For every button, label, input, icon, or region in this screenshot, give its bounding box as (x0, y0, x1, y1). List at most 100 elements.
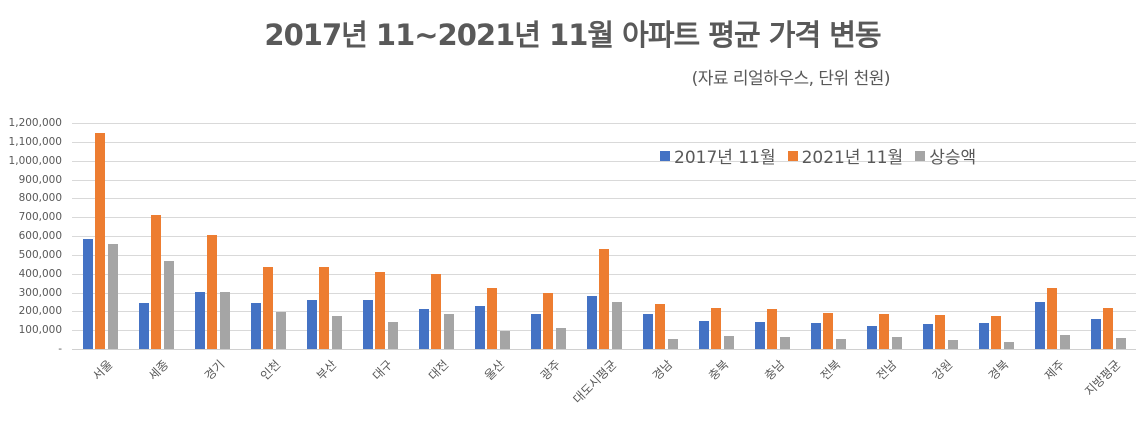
gridline (72, 160, 1136, 162)
bar (1003, 342, 1014, 349)
y-tick-label: 1,100,000 (8, 135, 62, 148)
gridline (72, 123, 1136, 124)
bar (586, 295, 597, 349)
bar (599, 248, 609, 349)
x-tick-label: 울산 (481, 357, 508, 383)
chart-subtitle: (자료 리얼하우스, 단위 천원) (691, 69, 891, 89)
x-tick-label: 전남 (873, 357, 900, 383)
bar (611, 301, 622, 349)
bar (978, 322, 989, 349)
bar (642, 313, 653, 349)
x-tick-label: 경북 (985, 357, 1012, 383)
bar (835, 339, 846, 349)
gridline (72, 217, 1136, 219)
bar (991, 315, 1001, 349)
bar (474, 305, 485, 349)
gridline (72, 198, 1136, 200)
bar (779, 336, 790, 349)
bar (1115, 337, 1126, 349)
x-tick-label: 충남 (761, 357, 788, 383)
bar (1047, 287, 1057, 349)
legend-swatch-2017 (660, 150, 670, 161)
bar (530, 313, 541, 349)
y-tick-label: 300,000 (18, 286, 62, 299)
bar (922, 323, 933, 349)
bar (891, 336, 902, 349)
bar (362, 299, 373, 349)
legend-swatch-increase (915, 150, 926, 161)
bar (947, 339, 958, 349)
bar (138, 303, 149, 349)
bar (82, 239, 93, 349)
bar (767, 308, 777, 349)
bar (555, 327, 566, 349)
y-tick-label: 100,000 (18, 324, 62, 337)
legend-label: 2017년 11월 (674, 148, 776, 168)
bar (487, 287, 497, 349)
gridline (72, 236, 1136, 237)
x-tick-label: 세종 (145, 357, 172, 383)
bar (499, 330, 510, 349)
bar (667, 339, 678, 349)
y-tick-label: - (58, 343, 62, 355)
bar (306, 299, 317, 349)
x-tick-label: 충북 (705, 357, 732, 383)
x-tick-label: 지방평균 (1082, 357, 1124, 399)
gridline (72, 141, 1136, 143)
bar (443, 313, 454, 349)
x-tick-label: 대구 (369, 357, 396, 383)
bar (331, 315, 342, 349)
bar (319, 266, 329, 349)
y-tick-label: 1,000,000 (8, 154, 62, 167)
x-tick-label: 광주 (537, 357, 564, 383)
bar (219, 292, 230, 349)
legend-swatch-2021 (787, 150, 798, 161)
x-axis-line (72, 349, 1136, 350)
bar (163, 261, 174, 349)
bar (107, 243, 118, 349)
bar (207, 234, 217, 349)
plot-area (72, 123, 1136, 350)
bar (1103, 307, 1113, 349)
bar (375, 271, 385, 349)
bar (698, 320, 709, 349)
y-tick-label: 200,000 (18, 305, 62, 318)
legend: 2017년 11월 2021년 11월 상승액 (660, 143, 988, 168)
bar (935, 314, 945, 349)
y-tick-label: 600,000 (18, 230, 62, 242)
bar (823, 312, 833, 349)
bar (275, 312, 286, 349)
bar (723, 336, 734, 349)
x-tick-label: 제주 (1041, 357, 1068, 383)
x-tick-label: 부산 (313, 357, 340, 383)
x-tick-label: 인천 (257, 357, 284, 383)
x-tick-label: 강원 (929, 357, 956, 383)
gridline (72, 179, 1136, 181)
bar (1059, 334, 1070, 349)
x-tick-label: 경기 (201, 357, 228, 383)
legend-label: 상승액 (929, 148, 977, 168)
bar (711, 307, 721, 349)
bar (543, 292, 553, 349)
bar (250, 303, 261, 349)
x-tick-label: 서울 (89, 357, 116, 383)
y-tick-label: 900,000 (18, 173, 62, 186)
bar (194, 292, 205, 349)
y-tick-label: 700,000 (18, 211, 62, 224)
bar (1090, 318, 1101, 349)
bar (263, 267, 273, 349)
bar (387, 321, 398, 349)
legend-label: 2021년 11월 (801, 148, 904, 168)
bar (810, 322, 821, 349)
bar (1034, 301, 1045, 349)
x-tick-label: 전북 (817, 357, 844, 383)
x-tick-label: 대전 (425, 357, 452, 383)
chart-title: 2017년 11~2021년 11월 아파트 평균 가격 변동 (264, 18, 881, 52)
bar (879, 313, 889, 349)
x-tick-label: 경남 (649, 357, 676, 383)
bar (431, 273, 441, 349)
bar (655, 303, 665, 349)
bar (95, 132, 105, 349)
y-tick-label: 500,000 (18, 248, 62, 261)
legend-item-increase: 상승액 (915, 143, 976, 168)
